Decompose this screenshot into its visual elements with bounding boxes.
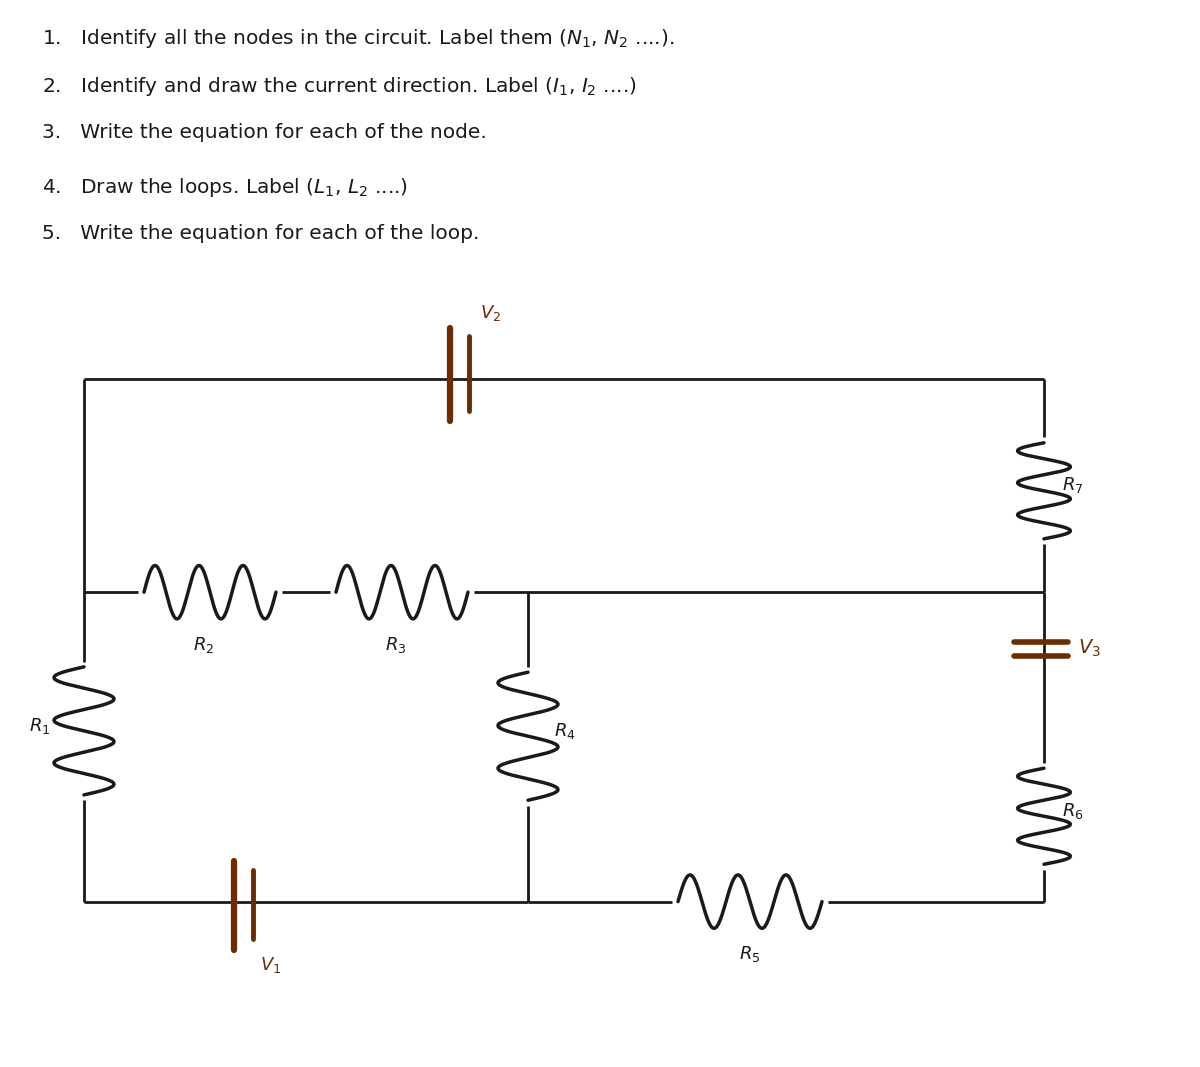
Text: $V_1$: $V_1$ [260, 955, 282, 975]
Text: 5.   Write the equation for each of the loop.: 5. Write the equation for each of the lo… [42, 224, 479, 243]
Text: $V_3$: $V_3$ [1078, 638, 1100, 659]
Text: 1.   Identify all the nodes in the circuit. Label them ($N_1$, $N_2$ ....).: 1. Identify all the nodes in the circuit… [42, 27, 674, 50]
Text: $R_6$: $R_6$ [1062, 801, 1084, 821]
Text: $V_2$: $V_2$ [480, 303, 502, 323]
Text: 4.   Draw the loops. Label ($L_1$, $L_2$ ....): 4. Draw the loops. Label ($L_1$, $L_2$ .… [42, 176, 408, 200]
Text: $R_7$: $R_7$ [1062, 476, 1084, 495]
Text: $R_3$: $R_3$ [385, 635, 407, 655]
Text: $R_2$: $R_2$ [193, 635, 215, 655]
Text: $R_5$: $R_5$ [739, 944, 761, 965]
Text: $R_4$: $R_4$ [554, 721, 576, 740]
Text: 3.   Write the equation for each of the node.: 3. Write the equation for each of the no… [42, 123, 487, 142]
Text: $R_1$: $R_1$ [29, 716, 50, 735]
Text: 2.   Identify and draw the current direction. Label ($I_1$, $I_2$ ....): 2. Identify and draw the current directi… [42, 75, 637, 98]
